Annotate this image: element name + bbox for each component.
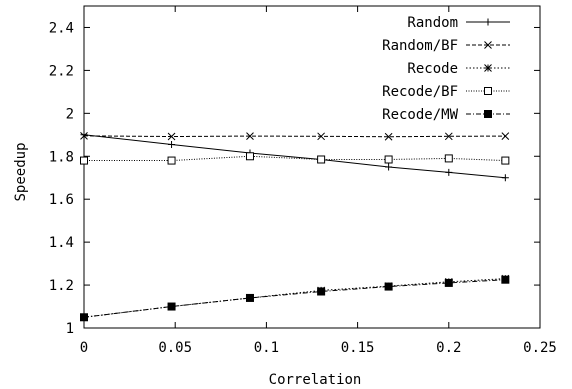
series-line-random — [83, 134, 506, 179]
data-point — [445, 168, 453, 176]
y-tick-label: 1.8 — [49, 149, 74, 165]
y-tick-label: 1.4 — [49, 235, 74, 251]
data-point — [167, 156, 176, 165]
x-tick-label: 0.05 — [158, 340, 192, 356]
y-tick-label: 1.6 — [49, 192, 74, 208]
data-point — [245, 152, 254, 161]
data-point — [80, 156, 88, 165]
data-point — [80, 132, 88, 140]
data-point — [317, 287, 326, 296]
data-point — [501, 132, 510, 140]
data-point — [167, 302, 176, 311]
series-line-random-bf — [83, 135, 506, 138]
data-point — [444, 278, 453, 287]
data-point — [80, 131, 88, 139]
data-point — [167, 132, 176, 141]
series-line-recode-mw — [83, 279, 506, 318]
y-tick-label: 1.2 — [49, 278, 74, 294]
legend-marker — [484, 64, 492, 72]
data-point — [384, 155, 393, 164]
data-point — [501, 275, 510, 284]
y-axis-label: Speedup — [13, 142, 29, 201]
x-tick-label: 0 — [80, 340, 88, 356]
data-point — [384, 132, 393, 141]
legend-marker — [484, 87, 492, 95]
data-point — [501, 174, 509, 182]
x-axis-label: Correlation — [269, 372, 362, 388]
data-point — [385, 163, 393, 171]
data-point — [501, 156, 510, 165]
plot-frame — [83, 5, 541, 329]
legend-label: Recode/BF — [382, 84, 458, 100]
plot-area: 0 0.05 0.1 0.15 0.2 0.25 1 1.2 1.4 1.6 1.8 2 2.2 2.4 R… — [49, 5, 557, 356]
data-point — [80, 313, 88, 322]
data-point — [384, 282, 393, 291]
data-point — [246, 132, 254, 140]
legend-marker — [484, 41, 492, 49]
legend-label: Random/BF — [382, 38, 458, 54]
legend-label: Recode/MW — [382, 107, 458, 123]
data-point — [245, 293, 254, 302]
legend-marker — [484, 18, 492, 26]
x-tick-label: 0.15 — [341, 340, 375, 356]
data-point — [317, 132, 325, 141]
series-line-recode — [83, 278, 506, 318]
x-tick-label: 0.2 — [436, 340, 461, 356]
y-tick-label: 2.4 — [49, 20, 74, 36]
legend-label: Recode — [407, 61, 458, 77]
y-tick-label: 2 — [66, 106, 74, 122]
data-point — [444, 154, 453, 163]
data-point — [317, 155, 326, 164]
data-point — [168, 140, 176, 148]
x-tick-label: 0.25 — [523, 340, 557, 356]
legend-label: Random — [407, 15, 458, 31]
legend-marker — [484, 110, 492, 118]
y-tick-label: 1 — [66, 321, 74, 337]
x-tick-label: 0.1 — [254, 340, 279, 356]
data-point — [444, 132, 453, 141]
y-tick-label: 2.2 — [49, 63, 74, 79]
